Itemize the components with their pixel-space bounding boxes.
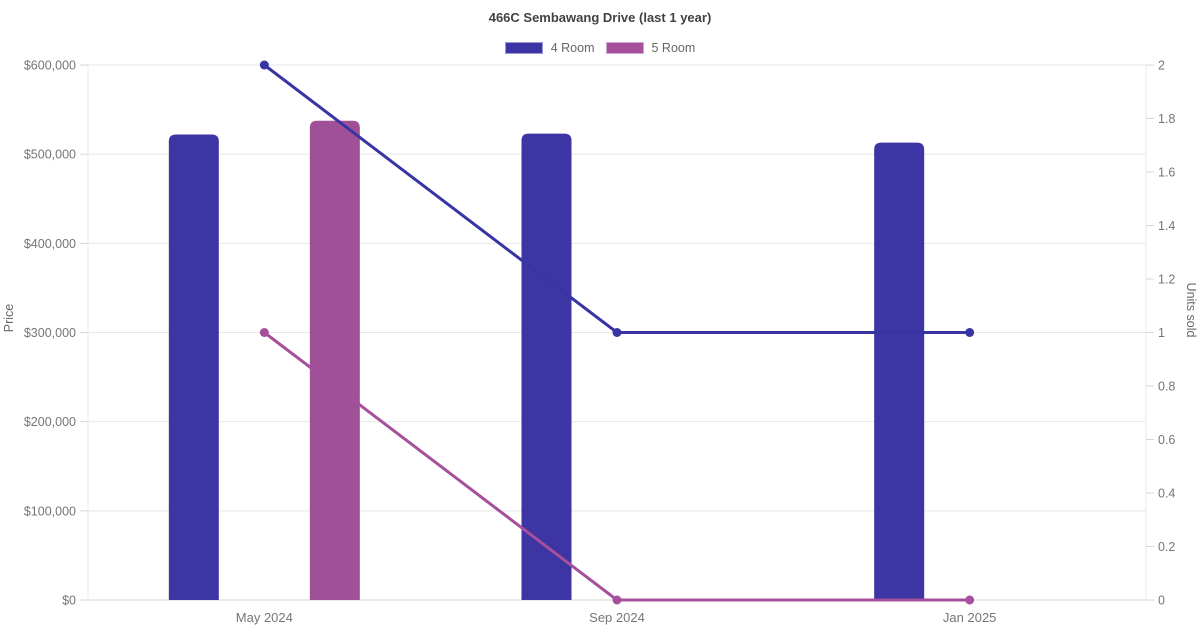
y-right-axis-title: Units sold: [1184, 283, 1198, 338]
chart-title: 466C Sembawang Drive (last 1 year): [488, 10, 712, 25]
y-left-tick-label: $400,000: [24, 237, 76, 251]
units-point-4-room-sep-2024[interactable]: [612, 328, 622, 337]
y-right-tick-label: 2: [1158, 59, 1165, 73]
x-tick-label-sep-2024: Sep 2024: [589, 610, 645, 625]
y-left-tick-label: $300,000: [24, 326, 76, 340]
y-left-tick-label: $200,000: [24, 415, 76, 429]
y-right-tick-label: 1: [1158, 326, 1165, 340]
y-left-tick-label: $600,000: [24, 59, 76, 73]
units-line-4-room[interactable]: [263, 63, 970, 334]
price-bar-4-room-sep-2024[interactable]: [521, 133, 572, 601]
legend-label-4-room: 4 Room: [550, 41, 595, 55]
price-bar-4-room-may-2024[interactable]: [168, 134, 219, 601]
y-right-tick-label: 1.8: [1158, 112, 1175, 126]
y-right-tick-label: 0.6: [1158, 433, 1175, 447]
y-right-tick-label: 1.6: [1158, 166, 1175, 180]
chart-legend: 4 Room 5 Room: [0, 41, 1200, 55]
legend-swatch-4-room-icon: [504, 42, 543, 54]
legend-item-4-room[interactable]: 4 Room: [504, 41, 595, 55]
x-tick-label-jan-2025: Jan 2025: [943, 610, 997, 625]
y-left-tick-label: $500,000: [24, 148, 76, 162]
y-right-tick-label: 0.4: [1158, 487, 1175, 501]
price-bar-5-room-may-2024[interactable]: [309, 120, 360, 601]
legend-swatch-5-room-icon: [605, 42, 644, 54]
units-point-5-room-sep-2024[interactable]: [612, 595, 622, 605]
y-left-tick-label: $100,000: [24, 504, 76, 518]
units-point-5-room-jan-2025[interactable]: [965, 595, 975, 605]
legend-label-5-room: 5 Room: [651, 41, 696, 55]
units-point-4-room-may-2024[interactable]: [259, 60, 269, 70]
y-right-tick-label: 0.8: [1158, 380, 1175, 394]
x-tick-label-may-2024: May 2024: [236, 610, 293, 625]
y-right-tick-label: 0: [1158, 594, 1165, 608]
y-left-axis-title: Price: [2, 304, 16, 333]
units-point-5-room-may-2024[interactable]: [259, 328, 269, 337]
units-line-5-room[interactable]: [263, 331, 970, 602]
y-right-tick-label: 1.2: [1158, 273, 1175, 287]
units-point-4-room-jan-2025[interactable]: [965, 328, 975, 337]
price-bar-4-room-jan-2025[interactable]: [874, 142, 925, 600]
y-right-tick-label: 1.4: [1158, 219, 1175, 233]
y-left-tick-label: $0: [62, 594, 76, 608]
y-right-tick-label: 0.2: [1158, 540, 1175, 554]
legend-item-5-room[interactable]: 5 Room: [605, 41, 696, 55]
